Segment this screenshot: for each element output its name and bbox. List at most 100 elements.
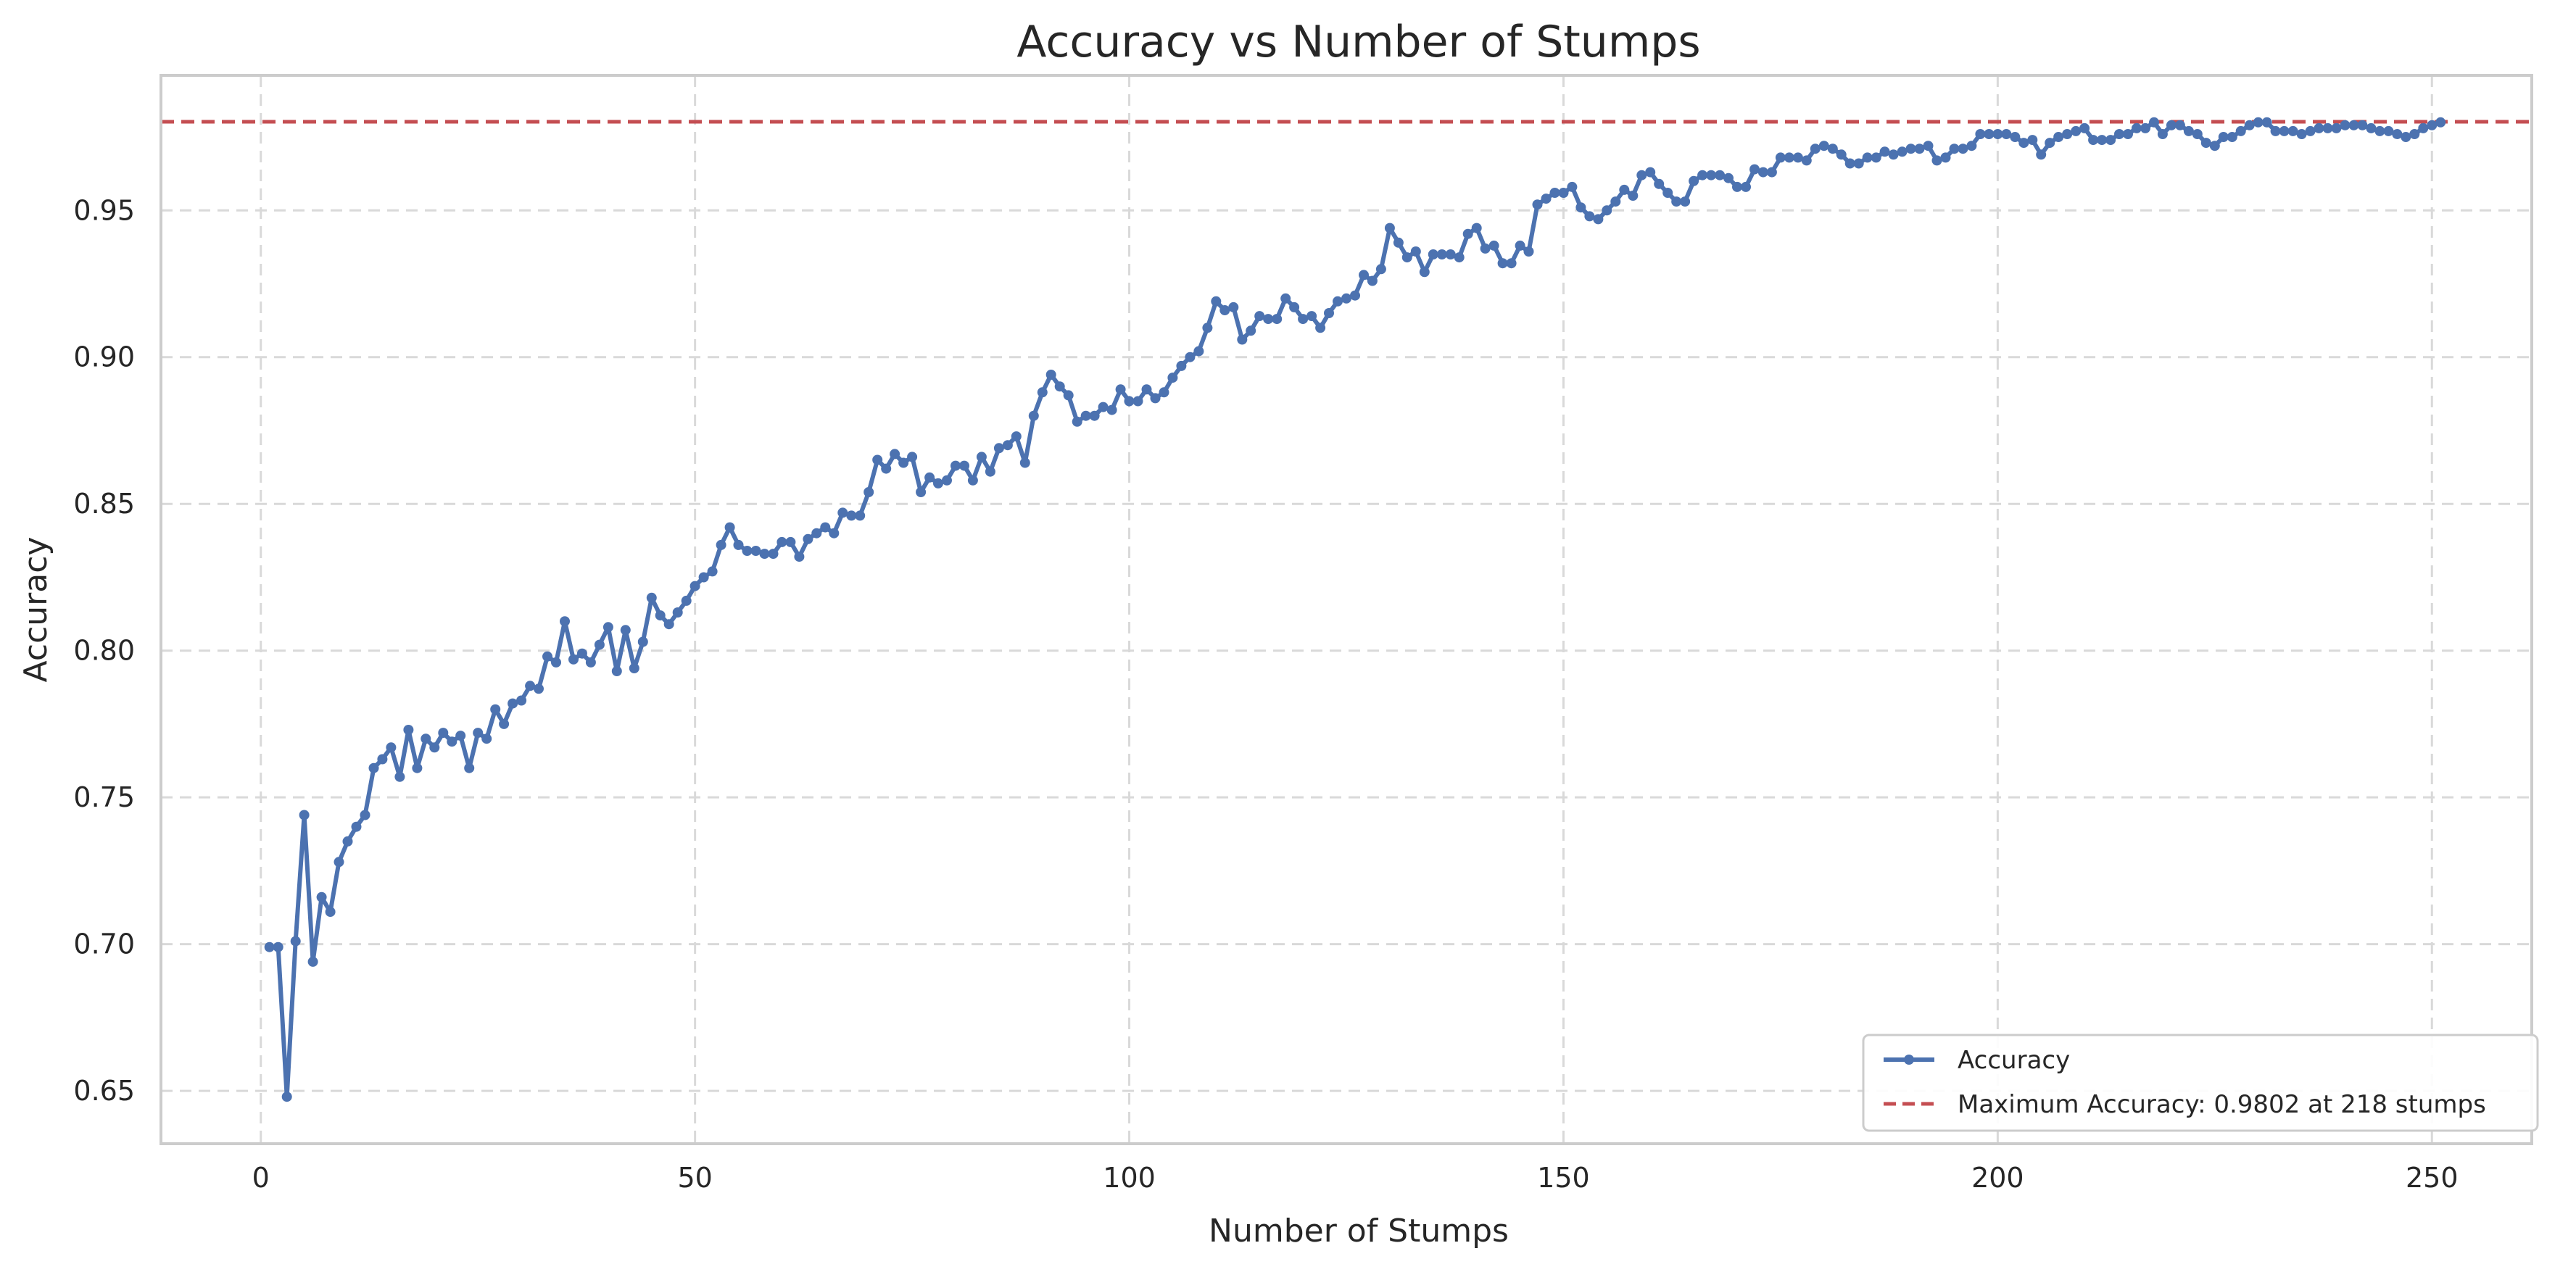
accuracy-point [716, 539, 726, 550]
accuracy-point [2322, 122, 2333, 133]
accuracy-point [1879, 146, 1890, 157]
accuracy-point [1159, 387, 1169, 398]
accuracy-point [421, 733, 431, 744]
accuracy-point [1410, 246, 1421, 257]
accuracy-point [1002, 440, 1013, 451]
accuracy-point [1523, 246, 1534, 257]
y-tick-labels: 0.65 0.70 0.75 0.80 0.85 0.90 0.95 [73, 194, 135, 1107]
accuracy-point [1315, 323, 1326, 333]
accuracy-point [967, 475, 978, 486]
accuracy-point [1063, 390, 1074, 401]
accuracy-point [1115, 384, 1126, 395]
accuracy-point [2114, 129, 2124, 139]
accuracy-point [1775, 152, 1786, 163]
accuracy-point [742, 546, 753, 556]
accuracy-point [2209, 141, 2220, 151]
accuracy-point [1602, 205, 1612, 216]
accuracy-point [2287, 125, 2298, 136]
accuracy-point [689, 581, 700, 591]
accuracy-point [663, 619, 674, 630]
accuracy-point [1766, 167, 1777, 178]
accuracy-point [629, 663, 639, 673]
accuracy-point [551, 657, 561, 668]
accuracy-point [1923, 141, 1934, 151]
x-tick-labels: 0 50 100 150 200 250 [252, 1162, 2459, 1194]
accuracy-point [1532, 199, 1543, 210]
accuracy-point [2192, 129, 2203, 139]
accuracy-point [264, 941, 275, 952]
legend-max-label: Maximum Accuracy: 0.9802 at 218 stumps [1958, 1090, 2486, 1119]
accuracy-point [681, 595, 692, 606]
accuracy-point [2105, 135, 2116, 146]
accuracy-point [455, 731, 466, 741]
y-tick-label: 0.70 [73, 928, 135, 960]
accuracy-point [1462, 228, 1473, 239]
accuracy-point [864, 487, 874, 497]
accuracy-point [1359, 270, 1369, 280]
accuracy-point [1080, 410, 1091, 421]
accuracy-point [993, 443, 1004, 454]
accuracy-point [1792, 152, 1803, 163]
accuracy-point [1211, 296, 1222, 307]
accuracy-point [464, 762, 475, 773]
accuracy-point [1827, 144, 1838, 154]
accuracy-point [1419, 267, 1430, 278]
accuracy-point [1384, 223, 1395, 233]
accuracy-point [1610, 196, 1621, 207]
x-tick-label: 250 [2406, 1162, 2459, 1194]
accuracy-point [1575, 202, 1586, 213]
accuracy-point [1185, 352, 1196, 362]
accuracy-point [1706, 170, 1717, 180]
accuracy-point [1132, 396, 1143, 407]
accuracy-point [785, 536, 796, 547]
accuracy-point [1958, 144, 1968, 154]
accuracy-point [924, 472, 935, 483]
accuracy-point [351, 821, 362, 832]
accuracy-point [976, 452, 987, 462]
legend: Accuracy Maximum Accuracy: 0.9802 at 218… [1862, 1034, 2539, 1132]
accuracy-point [1263, 314, 1274, 325]
accuracy-point [1818, 141, 1829, 151]
accuracy-point [1141, 384, 1152, 395]
accuracy-point [620, 625, 631, 636]
accuracy-point [1019, 457, 1030, 468]
accuracy-point [1975, 129, 1986, 139]
accuracy-point [1940, 152, 1951, 163]
accuracy-point [2270, 125, 2281, 136]
accuracy-point [890, 449, 900, 460]
accuracy-point [2305, 125, 2316, 136]
accuracy-point [1471, 223, 1482, 233]
accuracy-point [2157, 129, 2168, 139]
accuracy-point [2183, 125, 2194, 136]
accuracy-point [1124, 396, 1135, 407]
accuracy-point [759, 549, 770, 560]
accuracy-point [2174, 120, 2185, 130]
accuracy-point [1749, 164, 1760, 175]
accuracy-point [2296, 129, 2307, 139]
accuracy-point [898, 457, 909, 468]
accuracy-point [2357, 120, 2368, 130]
accuracy-point [1723, 172, 1734, 183]
accuracy-point [2149, 117, 2159, 128]
x-tick-label: 100 [1103, 1162, 1156, 1194]
accuracy-point [2244, 120, 2255, 130]
accuracy-point [1193, 346, 1204, 357]
accuracy-point [1584, 211, 1595, 222]
accuracy-point [2235, 125, 2246, 136]
accuracy-point [290, 936, 301, 947]
accuracy-point [1228, 302, 1239, 312]
accuracy-point [776, 536, 787, 547]
series-layer [264, 117, 2446, 1102]
accuracy-point [1272, 314, 1283, 325]
accuracy-point [2045, 138, 2055, 149]
accuracy-point [1853, 158, 1864, 169]
accuracy-point [386, 742, 397, 753]
accuracy-point [2340, 120, 2351, 130]
accuracy-point [1645, 167, 1656, 178]
accuracy-point [534, 683, 544, 694]
accuracy-point [646, 592, 657, 603]
legend-accuracy-label: Accuracy [1958, 1046, 2070, 1075]
accuracy-point [1541, 194, 1552, 204]
accuracy-point [1732, 181, 1742, 192]
accuracy-point [568, 654, 579, 665]
